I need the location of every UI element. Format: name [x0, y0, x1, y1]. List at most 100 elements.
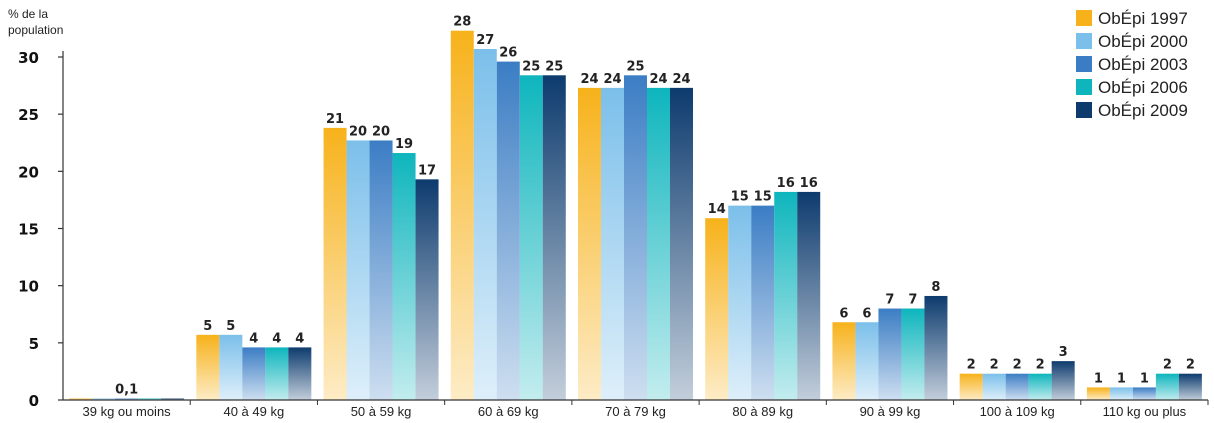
data-label: 2: [1013, 358, 1022, 373]
data-label: 24: [580, 72, 598, 87]
x-tick-label: 39 kg ou moins: [83, 404, 172, 419]
bar-obepi-2000-100-a-109-kg: [982, 373, 1006, 400]
bar-obepi-1997-90-a-99-kg: [832, 322, 856, 400]
x-tick-label: 80 à 89 kg: [732, 404, 793, 419]
bar-obepi-2009-60-a-69-kg: [542, 75, 566, 400]
data-label: 26: [499, 46, 517, 61]
legend-item-obepi-2006: ObÉpi 2006: [1076, 78, 1188, 97]
bar-obepi-2006-60-a-69-kg: [519, 75, 543, 400]
bar-group-50-a-59-kg: 21 20 20 19 17: [323, 112, 439, 401]
bar-obepi-1997-40-a-49-kg: [196, 334, 220, 400]
bar-obepi-2009-80-a-89-kg: [797, 191, 821, 400]
data-label: 5: [226, 319, 235, 334]
bar-obepi-2003-40-a-49-kg: [242, 347, 266, 400]
bar-obepi-2003-60-a-69-kg: [496, 61, 520, 400]
data-label: 19: [395, 137, 413, 152]
legend-item-obepi-2000: ObÉpi 2000: [1076, 32, 1188, 51]
bar-obepi-1997-80-a-89-kg: [705, 218, 729, 400]
bar-obepi-2009-90-a-99-kg: [924, 295, 948, 400]
data-label: 5: [203, 319, 212, 334]
legend-swatch: [1076, 56, 1092, 72]
y-axis: 0 5 10 15 20 25 30: [18, 49, 64, 410]
bar-obepi-2006-80-a-89-kg: [774, 191, 798, 400]
y-tick-label: 0: [29, 392, 39, 410]
bar-obepi-2000-90-a-99-kg: [855, 322, 879, 400]
y-tick-label: 30: [18, 49, 39, 67]
data-label: 0,1: [115, 383, 138, 398]
data-label: 7: [908, 293, 917, 308]
bar-group-80-a-89-kg: 14 15 15 16 16: [705, 176, 821, 400]
data-label: 2: [1186, 358, 1195, 373]
data-label: 1: [1117, 371, 1126, 386]
bar-obepi-2009-110-kg-ou-plus: [1178, 373, 1202, 400]
bar-obepi-2000-40-a-49-kg: [219, 334, 243, 400]
x-tick-label: 100 à 109 kg: [980, 404, 1055, 419]
bar-group-110-kg-ou-plus: 1 1 12 2: [1086, 358, 1202, 400]
x-tick-label: 60 à 69 kg: [478, 404, 539, 419]
data-label: 15: [731, 190, 749, 205]
legend-swatch: [1076, 33, 1092, 49]
y-tick-label: 25: [18, 106, 39, 124]
y-tick-label: 10: [18, 278, 39, 296]
y-tick-label: 15: [18, 221, 39, 239]
data-label: 27: [476, 33, 494, 48]
data-label: 24: [649, 72, 667, 87]
bar-obepi-1997-50-a-59-kg: [323, 127, 347, 401]
data-label: 1: [1140, 371, 1149, 386]
bar-obepi-2000-60-a-69-kg: [473, 48, 497, 400]
bar-obepi-2003-50-a-59-kg: [369, 140, 393, 401]
bar-group-90-a-99-kg: 6 67 78: [832, 280, 948, 400]
legend-label: ObÉpi 2006: [1098, 78, 1188, 97]
bar-obepi-2006-110-kg-ou-plus: [1155, 373, 1179, 400]
bar-obepi-2006-40-a-49-kg: [265, 347, 289, 400]
bar-obepi-2006-70-a-79-kg: [647, 87, 670, 401]
legend-swatch: [1076, 102, 1092, 118]
legend: ObÉpi 1997 ObÉpi 2000 ObÉpi 2003 ObÉpi 2006…: [1076, 9, 1188, 120]
legend-swatch: [1076, 79, 1092, 95]
y-axis-label-line-2: population: [8, 23, 63, 37]
data-label: 25: [545, 59, 563, 74]
legend-label: ObÉpi 2009: [1098, 101, 1188, 120]
data-label: 17: [418, 163, 436, 178]
bar-obepi-2009-40-a-49-kg: [288, 347, 312, 400]
bar-group-70-a-79-kg: 24 24 25 24 24: [578, 59, 693, 401]
y-axis-label-line-1: % de la: [8, 7, 48, 21]
bar-obepi-1997-70-a-79-kg: [578, 87, 601, 401]
data-label: 4: [295, 331, 304, 346]
bar-obepi-1997-100-a-109-kg: [959, 373, 983, 400]
data-label: 3: [1059, 345, 1068, 360]
bar-group-40-a-49-kg: 5 54 4 4: [196, 319, 312, 400]
data-label: 15: [754, 190, 772, 205]
data-label: 16: [800, 176, 818, 191]
bar-obepi-2009-50-a-59-kg: [415, 179, 439, 400]
bar-obepi-2000-80-a-89-kg: [728, 205, 752, 400]
data-label: 7: [885, 293, 894, 308]
data-label: 25: [626, 59, 644, 74]
x-axis: 39 kg ou moins 40 à 49 kg 50 à 59 kg 60 à 6…: [63, 399, 1209, 419]
legend-item-obepi-1997: ObÉpi 1997: [1076, 9, 1188, 28]
bar-obepi-2003-90-a-99-kg: [878, 308, 902, 400]
bar-obepi-2009-39-kg-ou-moins: [161, 398, 185, 400]
legend-label: ObÉpi 2003: [1098, 55, 1188, 74]
data-label: 16: [777, 176, 795, 191]
bar-obepi-2000-50-a-59-kg: [346, 140, 370, 401]
bar-obepi-2000-110-kg-ou-plus: [1109, 387, 1133, 400]
bar-obepi-2003-39-kg-ou-moins: [115, 398, 139, 400]
legend-swatch: [1076, 10, 1092, 26]
data-label: 20: [349, 124, 367, 139]
data-label: 6: [839, 306, 848, 321]
x-tick-label: 110 kg ou plus: [1103, 404, 1187, 419]
bar-obepi-2006-39-kg-ou-moins: [138, 398, 162, 400]
bar-obepi-2006-100-a-109-kg: [1028, 373, 1052, 400]
data-label: 2: [967, 358, 976, 373]
data-label: 24: [672, 72, 690, 87]
bar-obepi-2000-39-kg-ou-moins: [92, 398, 116, 400]
bar-obepi-2003-100-a-109-kg: [1005, 373, 1029, 400]
y-tick-label: 5: [29, 335, 39, 353]
bar-obepi-2003-110-kg-ou-plus: [1132, 387, 1156, 400]
data-label: 2: [990, 358, 999, 373]
legend-label: ObÉpi 1997: [1098, 9, 1188, 28]
data-label: 4: [272, 331, 281, 346]
